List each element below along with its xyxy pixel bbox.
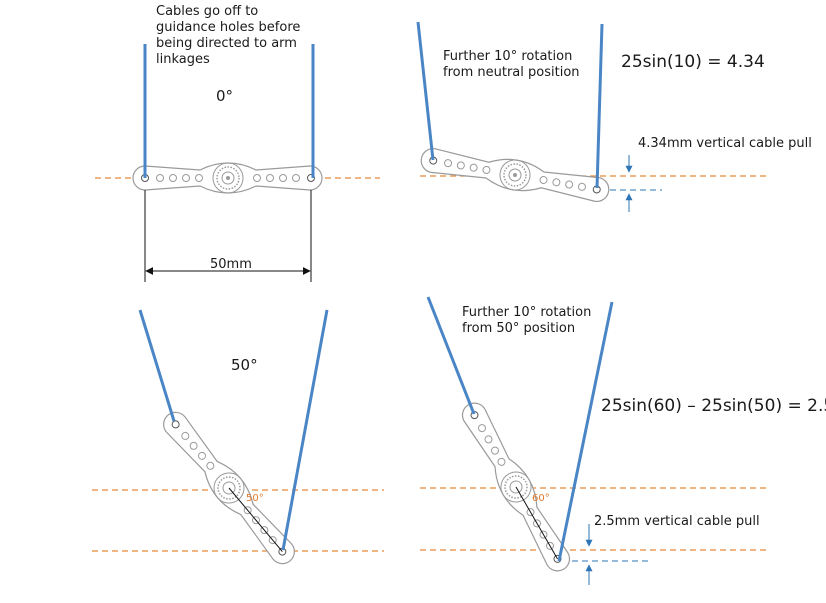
servo-arm-60deg — [461, 402, 571, 572]
servo-arm-10deg — [420, 148, 610, 202]
cable-pull-indicator-2 — [572, 524, 648, 585]
arm-angle-50-label: 50° — [246, 493, 264, 504]
width-dimension — [144, 190, 312, 282]
rotation-note-1: Further 10° rotation from neutral positi… — [443, 49, 580, 80]
cable-right-10deg — [595, 23, 604, 189]
rotation-note-2: Further 10° rotation from 50° position — [462, 305, 592, 336]
formula-2: 25sin(60) – 25sin(50) = 2.5 — [601, 396, 826, 416]
cable-left-60deg — [426, 296, 476, 415]
angle-0-label: 0° — [216, 87, 234, 105]
servo-arm-50deg — [163, 411, 295, 565]
cable-right-50deg — [281, 309, 329, 551]
cable-pull-label-2: 2.5mm vertical cable pull — [594, 514, 760, 529]
cable-right-60deg — [557, 301, 614, 562]
servo-arm-0deg — [132, 162, 323, 194]
width-dimension-label: 50mm — [210, 257, 252, 272]
cable-pull-label-1: 4.34mm vertical cable pull — [638, 136, 812, 151]
cable-left-50deg — [138, 309, 176, 422]
arm-angle-60-label: 60° — [532, 493, 550, 504]
cable-pull-indicator-1 — [610, 155, 662, 212]
angle-50-label: 50° — [231, 356, 258, 374]
formula-1: 25sin(10) = 4.34 — [621, 52, 765, 72]
cable-left-10deg — [416, 21, 435, 161]
cables-note: Cables go off to guidance holes before b… — [156, 4, 301, 67]
